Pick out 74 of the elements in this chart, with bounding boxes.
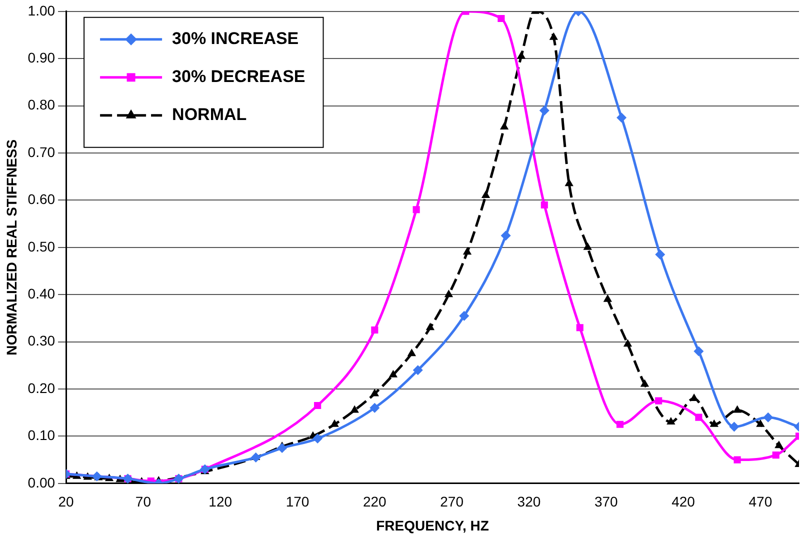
point	[277, 443, 288, 453]
y-tick-label: 0.70	[28, 144, 56, 160]
point	[549, 32, 558, 40]
point	[729, 422, 740, 432]
y-tick-label: 1.00	[28, 2, 56, 18]
point	[655, 397, 662, 404]
x-tick-label: 20	[58, 494, 74, 510]
point	[772, 452, 780, 459]
point	[564, 178, 574, 186]
point	[371, 326, 378, 334]
point	[459, 310, 470, 321]
x-tick-label: 120	[208, 494, 232, 510]
point	[734, 456, 741, 464]
legend-label: 30% DECREASE	[172, 67, 306, 86]
point	[763, 412, 774, 422]
x-tick-label: 320	[517, 494, 541, 510]
point	[690, 393, 698, 401]
point	[756, 419, 765, 427]
point	[388, 370, 398, 378]
y-tick-label: 0.30	[28, 332, 56, 349]
point	[498, 14, 505, 22]
point	[640, 379, 650, 387]
x-tick-label: 70	[135, 494, 152, 510]
y-tick-label: 0.80	[28, 96, 56, 113]
point	[350, 405, 359, 413]
x-tick-label: 170	[286, 494, 310, 510]
point	[540, 201, 548, 208]
point	[426, 322, 435, 330]
y-axis-title: NORMALIZED REAL STIFFNESS	[3, 139, 20, 356]
point	[412, 206, 420, 214]
point	[500, 122, 509, 130]
point	[481, 190, 490, 198]
point	[603, 294, 612, 302]
point	[516, 51, 526, 59]
legend-label: 30% INCREASE	[172, 29, 299, 48]
point	[695, 414, 702, 421]
point	[444, 290, 454, 298]
point	[732, 405, 742, 413]
x-tick-label: 270	[440, 494, 464, 510]
point	[92, 471, 102, 482]
x-axis-title: FREQUENCY, HZ	[376, 517, 490, 534]
point	[312, 434, 323, 444]
legend-label: NORMAL	[172, 105, 247, 124]
point	[330, 419, 339, 427]
point	[616, 420, 624, 428]
point	[500, 230, 511, 241]
x-tick-label: 470	[748, 494, 772, 510]
x-tick-label: 370	[594, 494, 618, 510]
point	[583, 242, 592, 250]
point	[623, 339, 632, 347]
point	[314, 402, 322, 410]
y-tick-label: 0.40	[28, 285, 56, 302]
point	[539, 106, 550, 116]
x-tick-label: 420	[672, 494, 696, 510]
point	[370, 388, 379, 396]
point	[407, 348, 416, 356]
point	[694, 346, 704, 356]
point	[412, 365, 423, 376]
y-tick-label: 0.50	[28, 238, 56, 254]
point	[666, 417, 676, 425]
point	[655, 249, 666, 260]
point	[576, 324, 584, 332]
y-tick-label: 0.10	[28, 427, 56, 444]
y-tick-label: 0.90	[28, 49, 56, 66]
point	[616, 112, 627, 123]
point	[774, 440, 784, 448]
x-tick-label: 220	[362, 494, 387, 510]
y-tick-label: 0.20	[28, 380, 56, 396]
y-tick-label: 0.60	[28, 191, 56, 208]
point	[710, 419, 718, 427]
point	[462, 247, 472, 255]
point	[370, 402, 380, 413]
y-tick-label: 0.00	[28, 474, 56, 490]
point	[250, 452, 261, 462]
